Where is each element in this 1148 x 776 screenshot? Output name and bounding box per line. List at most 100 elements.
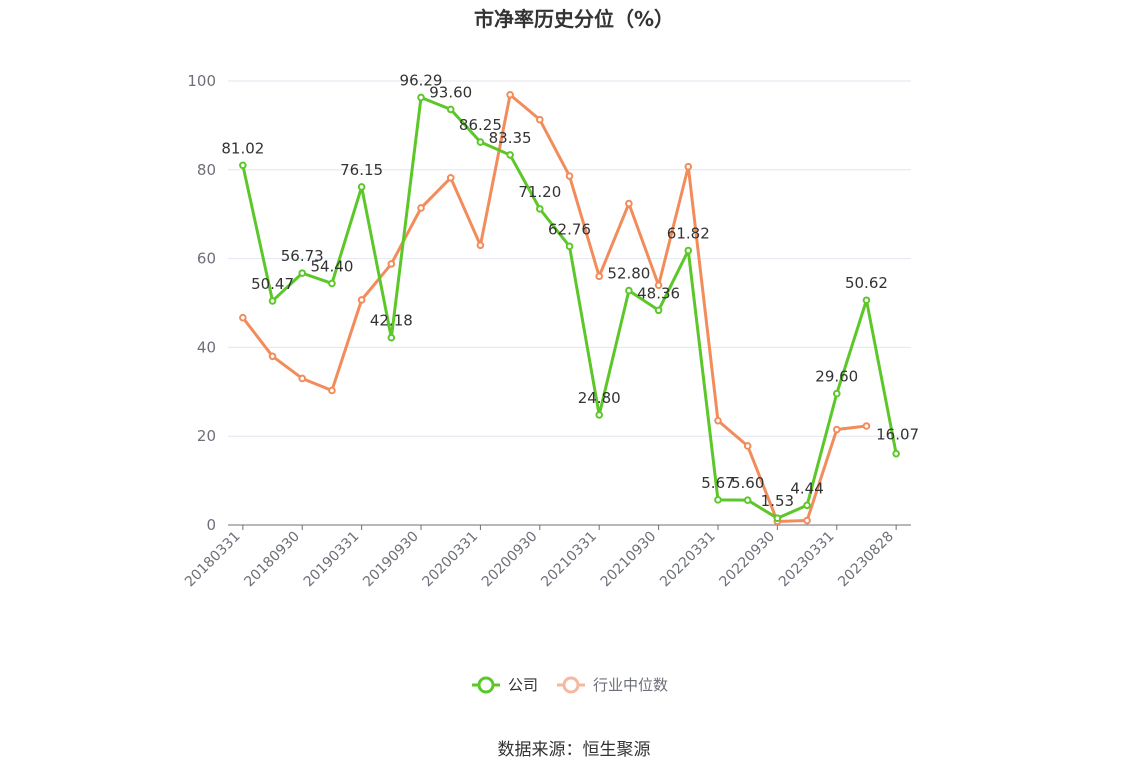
x-tick-label: 20220930 xyxy=(716,529,778,591)
data-point-company xyxy=(328,279,336,288)
data-point-industry-median xyxy=(565,172,574,180)
x-tick-label: 20210930 xyxy=(598,529,660,591)
data-point-company xyxy=(803,501,811,510)
x-tick-label: 20180930 xyxy=(241,529,303,591)
data-point-company xyxy=(743,496,752,504)
data-point-industry-median xyxy=(595,272,603,281)
x-tick-label: 20200930 xyxy=(479,529,541,591)
data-label: 56.73 xyxy=(281,247,324,265)
x-tick-label: 20190930 xyxy=(360,529,422,591)
series-line-industry-median xyxy=(241,93,867,523)
data-label: 54.40 xyxy=(310,257,353,275)
data-point-industry-median xyxy=(298,374,307,383)
data-point-company xyxy=(684,246,693,255)
data-label: 61.82 xyxy=(667,225,710,243)
data-point-industry-median xyxy=(387,260,396,268)
data-label: 81.02 xyxy=(221,139,264,157)
data-point-company xyxy=(446,105,455,114)
data-label: 71.20 xyxy=(518,183,561,201)
data-label: 42.18 xyxy=(370,312,413,330)
data-point-company xyxy=(506,151,514,159)
data-point-company xyxy=(862,296,871,305)
y-tick-label: 20 xyxy=(197,427,216,445)
data-point-industry-median xyxy=(446,173,455,182)
data-label: 1.53 xyxy=(761,492,794,510)
data-point-company xyxy=(476,138,485,146)
data-point-industry-median xyxy=(328,386,336,395)
x-tick-label: 20220331 xyxy=(657,529,719,591)
data-point-company xyxy=(357,183,366,191)
y-tick-label: 80 xyxy=(197,161,216,179)
data-point-company xyxy=(595,411,603,419)
series-points xyxy=(239,90,900,526)
gridlines xyxy=(228,80,911,437)
data-label: 50.62 xyxy=(845,274,888,292)
data-point-company xyxy=(625,286,633,295)
data-label: 5.67 xyxy=(701,474,734,492)
x-axis: 2018033120180930201903312019093020200331… xyxy=(182,524,911,591)
data-point-industry-median xyxy=(506,90,514,99)
data-point-company xyxy=(654,306,663,315)
y-tick-label: 60 xyxy=(197,250,216,268)
data-point-industry-median xyxy=(714,416,722,425)
data-label: 86.25 xyxy=(459,116,502,134)
data-point-industry-median xyxy=(832,425,841,434)
data-point-industry-median xyxy=(625,199,633,208)
data-point-industry-median xyxy=(357,296,366,304)
y-axis: 0 20 40 60 80 100 xyxy=(187,72,216,534)
data-label: 76.15 xyxy=(340,161,383,179)
data-point-company xyxy=(298,269,307,277)
data-point-industry-median xyxy=(684,162,693,171)
data-point-industry-median xyxy=(803,516,811,525)
data-label: 52.80 xyxy=(607,265,650,283)
data-label: 83.35 xyxy=(489,129,532,147)
data-point-company xyxy=(239,161,247,170)
data-point-company xyxy=(714,496,722,504)
data-point-industry-median xyxy=(862,422,871,430)
chart-title: 市净率历史分位（%） xyxy=(474,7,674,31)
data-label: 4.44 xyxy=(790,479,823,497)
data-point-industry-median xyxy=(536,115,544,124)
data-point-industry-median xyxy=(476,241,485,250)
x-tick-label: 20200331 xyxy=(420,529,482,591)
legend-item-industry-median[interactable]: 行业中位数 xyxy=(557,676,668,694)
data-label: 50.47 xyxy=(251,275,294,293)
x-tick-label: 20230828 xyxy=(835,529,897,591)
data-label: 48.36 xyxy=(637,284,680,302)
data-point-company xyxy=(892,449,900,458)
x-tick-label: 20180331 xyxy=(182,529,244,591)
y-tick-label: 40 xyxy=(197,338,216,356)
data-point-company xyxy=(832,389,841,398)
data-point-company xyxy=(417,93,425,102)
series-lines xyxy=(241,93,898,523)
data-label: 93.60 xyxy=(429,83,472,101)
y-tick-label: 0 xyxy=(206,516,216,534)
data-point-industry-median xyxy=(239,313,247,322)
legend-label: 行业中位数 xyxy=(593,676,668,694)
legend-item-company[interactable]: 公司 xyxy=(472,676,538,694)
data-label: 24.80 xyxy=(578,389,621,407)
x-tick-label: 20230331 xyxy=(776,529,838,591)
data-point-industry-median xyxy=(268,352,277,361)
legend-marker-icon xyxy=(477,676,495,694)
legend-marker-icon xyxy=(562,676,580,694)
data-point-company xyxy=(773,514,782,523)
data-point-company xyxy=(536,205,544,213)
data-label: 5.60 xyxy=(731,474,764,492)
x-tick-label: 20190331 xyxy=(301,529,363,591)
legend[interactable]: 公司 行业中位数 xyxy=(472,676,668,694)
data-point-industry-median xyxy=(654,281,663,290)
data-point-industry-median xyxy=(417,204,425,212)
source-note: 数据来源：恒生聚源 xyxy=(498,740,651,760)
data-point-company xyxy=(268,297,277,305)
data-label: 29.60 xyxy=(815,368,858,386)
data-label: 16.07 xyxy=(876,426,919,444)
data-label: 62.76 xyxy=(548,220,591,238)
data-point-company xyxy=(387,333,396,342)
y-tick-label: 100 xyxy=(187,72,216,90)
x-tick-label: 20210331 xyxy=(538,529,600,591)
data-point-company xyxy=(565,242,574,251)
data-label: 96.29 xyxy=(400,71,443,89)
